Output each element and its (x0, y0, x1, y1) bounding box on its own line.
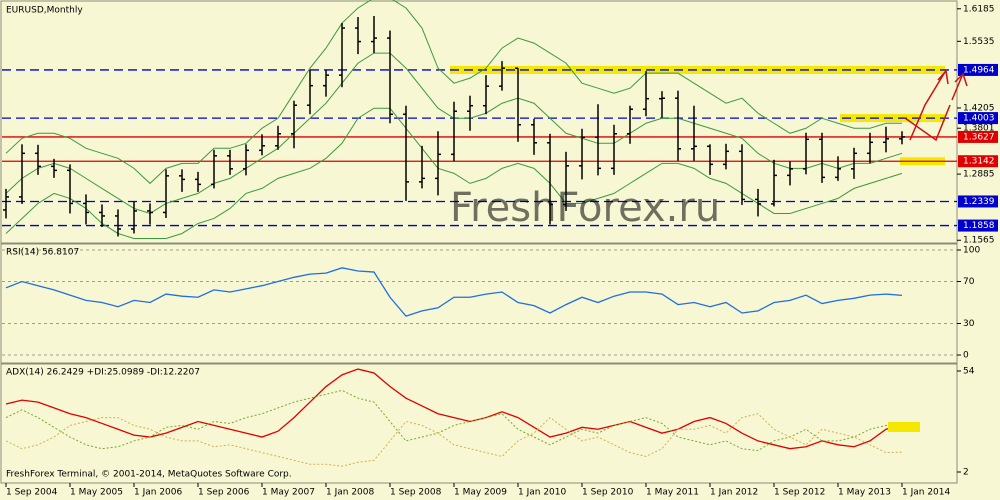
level-label-box (958, 219, 998, 232)
band-line (5, 0, 902, 185)
adx-title: ADX(14) 26.2429 +DI:25.0989 -DI:12.2207 (6, 368, 200, 378)
y-tick-label: 1.3801 (963, 124, 995, 134)
adx-panel (0, 363, 958, 484)
y-tick-label: 1.5535 (963, 37, 995, 47)
x-tick-label: 1 Sep 2006 (198, 488, 250, 498)
level-label: 1.1858 (963, 221, 995, 231)
y-tick-label: 54 (963, 367, 975, 377)
level-highlight (450, 65, 945, 74)
level-label-box (958, 195, 998, 208)
band-line (5, 107, 903, 239)
rsi-title: RSI(14) 56.8107 (6, 248, 79, 258)
level-label-box (958, 130, 998, 143)
level-label-box (958, 112, 998, 125)
x-tick-label: 1 May 2013 (838, 488, 891, 498)
y-tick-label: 1.6185 (963, 4, 995, 14)
level-label-box (958, 155, 998, 168)
level-label: 1.2339 (963, 197, 995, 207)
indicator-line (5, 413, 903, 467)
level-label: 1.3627 (963, 132, 995, 142)
indicator-line (5, 389, 903, 452)
x-tick-label: 1 Sep 2004 (6, 488, 58, 498)
x-tick-label: 1 Jan 2012 (710, 488, 758, 498)
y-tick-label: 1.2885 (963, 170, 995, 180)
y-tick-label: 1.4205 (963, 103, 995, 113)
x-tick-label: 1 Jan 2014 (902, 488, 950, 498)
arrow-head (937, 69, 949, 85)
arrow-head (954, 72, 968, 87)
level-label: 1.4964 (963, 65, 995, 75)
x-tick-label: 1 Jan 2010 (518, 488, 566, 498)
price-panel (0, 0, 958, 244)
x-tick-label: 1 Sep 2008 (390, 488, 442, 498)
x-tick-label: 1 May 2011 (646, 488, 699, 498)
rsi-panel (0, 243, 958, 364)
x-tick-label: 1 Jan 2006 (134, 488, 182, 498)
x-tick-label: 1 Sep 2012 (774, 488, 825, 498)
price-title: EURUSD,Monthly (6, 6, 83, 16)
footer: FreshForex Terminal, © 2001-2014, MetaQu… (6, 470, 292, 480)
arrow-path (909, 71, 946, 141)
x-tick-label: 1 May 2005 (70, 488, 123, 498)
arrow-path (951, 75, 963, 101)
level-label: 1.3142 (963, 157, 995, 167)
y-tick-label: 2 (963, 468, 969, 478)
y-tick-label: 30 (963, 319, 975, 329)
y-tick-label: 0 (963, 351, 969, 361)
x-tick-label: 1 Jan 2008 (326, 488, 374, 498)
y-tick-label: 70 (963, 277, 975, 287)
level-label-box (958, 63, 998, 76)
arrow-path (904, 104, 951, 142)
y-tick-label: 1.1565 (963, 236, 995, 246)
highlight-box (888, 422, 920, 432)
watermark: FreshForex.ru (450, 185, 720, 231)
x-tick-label: 1 May 2009 (454, 488, 507, 498)
indicator-line (5, 267, 903, 317)
x-tick-label: 1 May 2007 (262, 488, 315, 498)
hand-arrows (904, 69, 968, 142)
x-tick-label: 1 Sep 2010 (582, 488, 634, 498)
indicator-line (5, 368, 903, 450)
level-label: 1.4003 (963, 114, 995, 124)
y-tick-label: 100 (963, 246, 980, 256)
